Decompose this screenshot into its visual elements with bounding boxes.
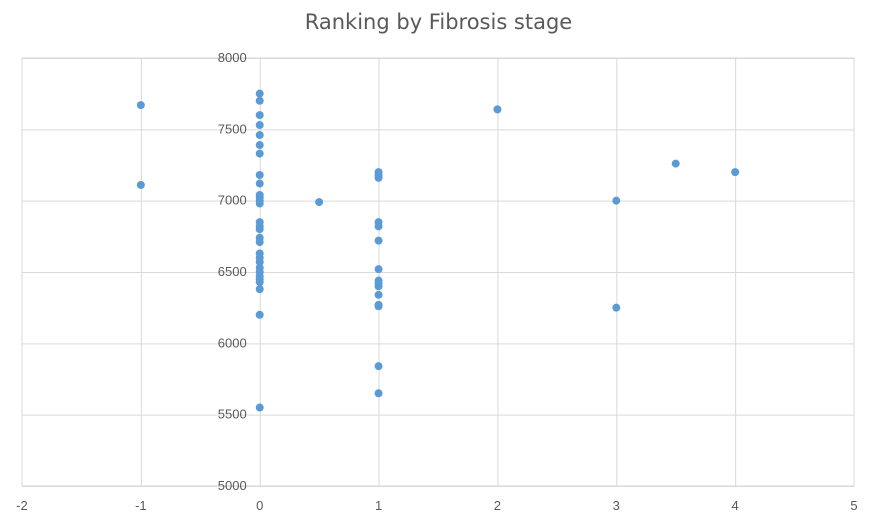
data-point — [374, 282, 383, 291]
data-point — [255, 179, 264, 188]
data-point — [255, 258, 264, 267]
data-point — [255, 96, 264, 105]
data-point — [374, 290, 383, 299]
data-point — [374, 222, 383, 231]
x-tick-label: 3 — [613, 498, 620, 513]
data-point — [612, 196, 621, 205]
y-tick-label: 6000 — [218, 335, 247, 350]
data-point — [374, 173, 383, 182]
data-point — [255, 310, 264, 319]
data-point — [255, 225, 264, 234]
data-point — [374, 236, 383, 245]
y-tick-label: 6500 — [218, 264, 247, 279]
x-tick-label: 5 — [850, 498, 857, 513]
x-tick-label: 4 — [732, 498, 739, 513]
y-tick-label: 5500 — [218, 407, 247, 422]
data-point — [255, 131, 264, 140]
data-point — [255, 89, 264, 98]
data-point — [255, 149, 264, 158]
data-point — [255, 285, 264, 294]
x-tick-label: 0 — [256, 498, 263, 513]
data-point — [374, 302, 383, 311]
data-point — [374, 265, 383, 274]
data-point — [255, 170, 264, 179]
y-tick-label: 8000 — [218, 50, 247, 65]
data-point — [315, 198, 324, 207]
data-point — [255, 111, 264, 120]
y-tick-label: 5000 — [218, 478, 247, 493]
x-tick-label: 1 — [375, 498, 382, 513]
x-tick-label: -2 — [16, 498, 28, 513]
data-point — [255, 277, 264, 286]
x-tick-label: 2 — [494, 498, 501, 513]
data-point — [374, 389, 383, 398]
data-point — [255, 141, 264, 150]
data-point — [136, 101, 145, 110]
y-tick-label: 7000 — [218, 193, 247, 208]
data-point — [255, 199, 264, 208]
data-point — [671, 159, 680, 168]
data-point — [255, 403, 264, 412]
x-tick-label: -1 — [135, 498, 147, 513]
data-point — [374, 362, 383, 371]
data-point — [255, 121, 264, 130]
data-point — [255, 238, 264, 247]
data-point — [136, 180, 145, 189]
data-point — [731, 168, 740, 177]
chart-title: Ranking by Fibrosis stage — [304, 10, 573, 34]
y-tick-label: 7500 — [218, 121, 247, 136]
data-point — [612, 303, 621, 312]
data-point — [493, 105, 502, 114]
